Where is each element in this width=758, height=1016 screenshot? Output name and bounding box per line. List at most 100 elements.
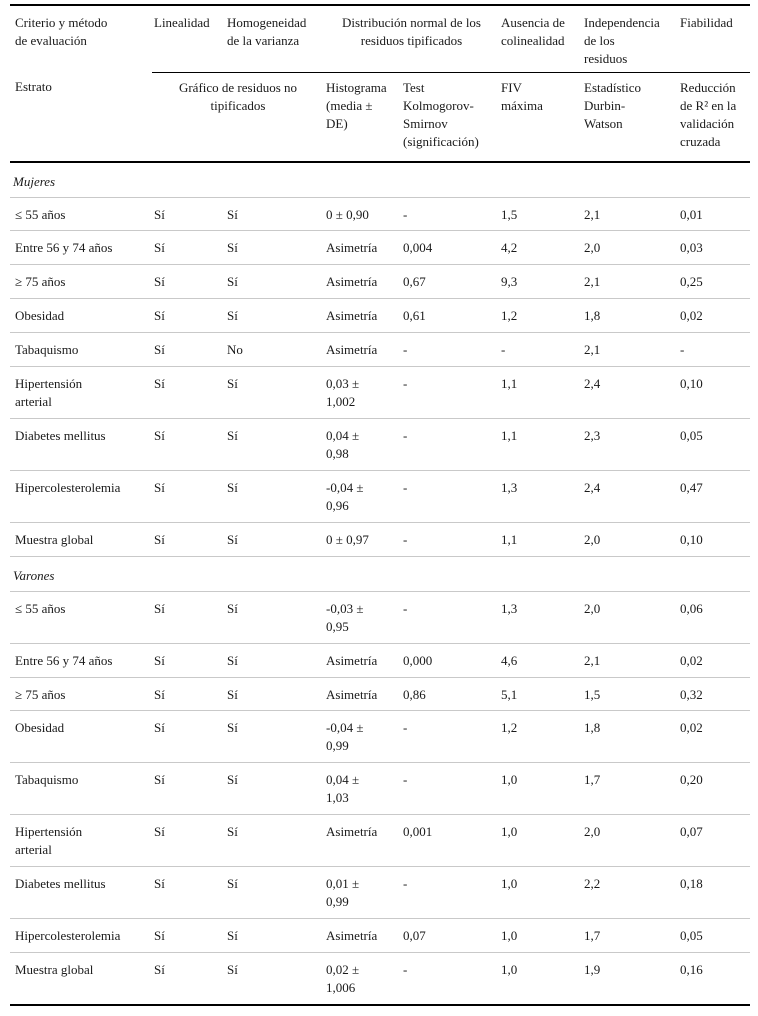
cell-reduccion-r2: 0,10 — [678, 366, 750, 420]
cell-histograma: 0 ± 0,97 — [324, 522, 401, 557]
cell-kolmogorov-smirnov: - — [401, 591, 499, 644]
section-row: Varones — [10, 556, 750, 592]
cell-estrato: Obesidad — [10, 298, 152, 334]
cell-estrato: Hipercolesterolemia — [10, 918, 152, 953]
cell-estrato: ≥ 75 años — [10, 264, 152, 300]
cell-durbin-watson: 2,2 — [582, 866, 678, 919]
cell-kolmogorov-smirnov: - — [401, 197, 499, 232]
cell-estrato: Hipertensión arterial — [10, 814, 152, 868]
cell-durbin-watson: 1,5 — [582, 677, 678, 712]
cell-linealidad: Sí — [152, 298, 225, 334]
cell-reduccion-r2: 0,47 — [678, 470, 750, 523]
cell-fiv-maxima: 1,0 — [499, 918, 582, 953]
cell-durbin-watson: 2,3 — [582, 418, 678, 471]
table-row: Muestra global Sí Sí 0 ± 0,97-1,1 2,0 0,10 — [10, 522, 750, 557]
cell-histograma: 0,01 ± 0,99 — [324, 866, 401, 919]
cell-durbin-watson: 2,4 — [582, 366, 678, 420]
cell-linealidad: Sí — [152, 710, 225, 764]
cell-fiv-maxima: 1,5 — [499, 197, 582, 232]
cell-linealidad: Sí — [152, 591, 225, 644]
cell-linealidad: Sí — [152, 866, 225, 919]
header-estrato: Estrato — [10, 72, 152, 163]
cell-histograma: 0,02 ± 1,006 — [324, 952, 401, 1006]
cell-estrato: Tabaquismo — [10, 762, 152, 816]
cell-fiv-maxima: 1,2 — [499, 298, 582, 334]
cell-reduccion-r2: 0,32 — [678, 677, 750, 712]
cell-linealidad: Sí — [152, 197, 225, 232]
cell-reduccion-r2: 0,03 — [678, 230, 750, 266]
cell-homogeneidad: Sí — [225, 866, 324, 919]
cell-fiv-maxima: 1,0 — [499, 952, 582, 1006]
header-row-criteria: Criterio y método de evaluación Linealid… — [10, 5, 750, 72]
cell-histograma: Asimetría — [324, 918, 401, 953]
table-row: ≤ 55 años Sí Sí 0 ± 0,90-1,5 2,1 0,01 — [10, 197, 750, 232]
cell-histograma: Asimetría — [324, 332, 401, 368]
cell-homogeneidad: Sí — [225, 677, 324, 712]
table-row: Hipercolesterolemia Sí Sí Asimetría 0,07 1,0 1… — [10, 918, 750, 953]
cell-reduccion-r2: 0,06 — [678, 591, 750, 644]
cell-kolmogorov-smirnov: - — [401, 366, 499, 420]
cell-reduccion-r2: 0,05 — [678, 918, 750, 953]
cell-durbin-watson: 1,7 — [582, 762, 678, 816]
cell-homogeneidad: No — [225, 332, 324, 368]
cell-durbin-watson: 2,4 — [582, 470, 678, 523]
cell-durbin-watson: 2,0 — [582, 522, 678, 557]
cell-kolmogorov-smirnov: 0,07 — [401, 918, 499, 953]
header-fiabilidad: Fiabilidad — [680, 15, 733, 30]
cell-fiv-maxima: 1,2 — [499, 710, 582, 764]
cell-histograma: -0,04 ± 0,96 — [324, 470, 401, 523]
cell-fiv-maxima: 1,3 — [499, 591, 582, 644]
header-histograma: Histograma (media ± DE) — [324, 71, 401, 163]
cell-histograma: 0,04 ± 0,98 — [324, 418, 401, 471]
cell-reduccion-r2: 0,02 — [678, 710, 750, 764]
cell-linealidad: Sí — [152, 332, 225, 368]
cell-durbin-watson: 2,1 — [582, 643, 678, 678]
cell-fiv-maxima: 4,2 — [499, 230, 582, 266]
header-reduccion-r2: Reducción de R² en la validación cruzada — [678, 71, 750, 163]
cell-kolmogorov-smirnov: 0,001 — [401, 814, 499, 868]
cell-reduccion-r2: 0,10 — [678, 522, 750, 557]
cell-kolmogorov-smirnov: 0,000 — [401, 643, 499, 678]
table-row: Muestra global Sí Sí 0,02 ± 1,006-1,0 1,9 0,1… — [10, 952, 750, 1006]
cell-fiv-maxima: 5,1 — [499, 677, 582, 712]
table-row: Diabetes mellitus Sí Sí 0,04 ± 0,98-1,1 2,3 0… — [10, 418, 750, 471]
cell-histograma: 0,03 ± 1,002 — [324, 366, 401, 420]
cell-reduccion-r2: 0,01 — [678, 197, 750, 232]
cell-estrato: Diabetes mellitus — [10, 418, 152, 471]
cell-linealidad: Sí — [152, 814, 225, 868]
cell-histograma: Asimetría — [324, 814, 401, 868]
cell-linealidad: Sí — [152, 264, 225, 300]
header-fiv-maxima: FIV máxima — [499, 71, 582, 163]
cell-estrato: Obesidad — [10, 710, 152, 764]
table-row: Entre 56 y 74 años Sí Sí Asimetría 0,004 4,2 2… — [10, 230, 750, 266]
cell-fiv-maxima: 1,0 — [499, 762, 582, 816]
cell-histograma: Asimetría — [324, 230, 401, 266]
cell-durbin-watson: 2,1 — [582, 332, 678, 368]
cell-estrato: Hipercolesterolemia — [10, 470, 152, 523]
cell-durbin-watson: 1,9 — [582, 952, 678, 1006]
section-title: Varones — [10, 556, 750, 592]
cell-durbin-watson: 2,1 — [582, 264, 678, 300]
cell-estrato: Entre 56 y 74 años — [10, 230, 152, 266]
cell-reduccion-r2: 0,20 — [678, 762, 750, 816]
cell-reduccion-r2: 0,02 — [678, 643, 750, 678]
table-row: Hipertensión arterial Sí Sí Asimetría 0,001 1… — [10, 814, 750, 868]
validation-results-table: Criterio y método de evaluación Linealid… — [10, 4, 750, 1006]
cell-estrato: Hipertensión arterial — [10, 366, 152, 420]
cell-kolmogorov-smirnov: - — [401, 522, 499, 557]
cell-histograma: 0,04 ± 1,03 — [324, 762, 401, 816]
cell-durbin-watson: 2,0 — [582, 814, 678, 868]
cell-histograma: Asimetría — [324, 264, 401, 300]
cell-histograma: -0,03 ± 0,95 — [324, 591, 401, 644]
cell-reduccion-r2: 0,25 — [678, 264, 750, 300]
table-body: Mujeres ≤ 55 años Sí Sí 0 ± 0,90-1,5 2,1 0,01 E… — [10, 161, 750, 1006]
cell-durbin-watson: 2,1 — [582, 197, 678, 232]
cell-fiv-maxima: 9,3 — [499, 264, 582, 300]
cell-homogeneidad: Sí — [225, 264, 324, 300]
cell-histograma: Asimetría — [324, 298, 401, 334]
cell-kolmogorov-smirnov: - — [401, 762, 499, 816]
cell-linealidad: Sí — [152, 952, 225, 1006]
table-row: Obesidad Sí Sí -0,04 ± 0,99-1,2 1,8 0,02 — [10, 710, 750, 764]
cell-homogeneidad: Sí — [225, 952, 324, 1006]
